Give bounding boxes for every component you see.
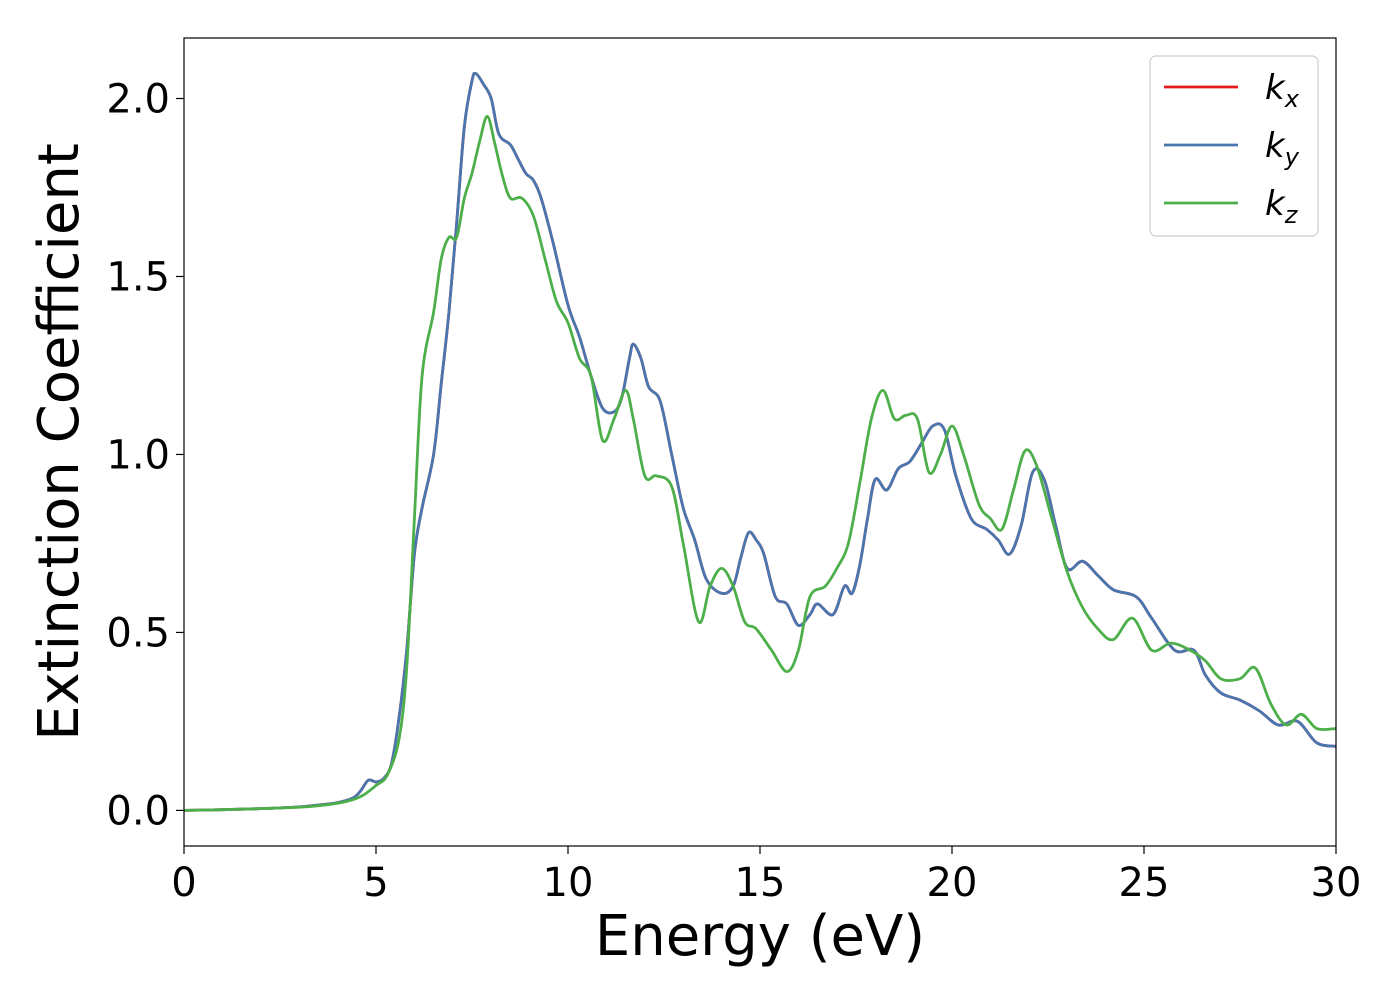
x-tick-label: 20 — [927, 860, 978, 906]
x-tick-label: 15 — [735, 860, 786, 906]
y-tick-label: 1.0 — [106, 432, 170, 478]
series-layer — [184, 71, 1336, 812]
y-axis: 0.0 0.5 1.0 1.5 2.0 — [106, 77, 184, 834]
legend-label-kx: kx — [1265, 68, 1300, 113]
y-tick-label: 0.0 — [106, 788, 170, 834]
x-tick-label: 30 — [1311, 860, 1362, 906]
legend-label-kz: kz — [1265, 184, 1299, 229]
legend: kx ky kz — [1149, 55, 1319, 237]
x-tick-label: 25 — [1119, 860, 1170, 906]
x-tick-label: 10 — [543, 860, 594, 906]
x-tick-label: 5 — [363, 860, 388, 906]
legend-label-ky: ky — [1265, 126, 1300, 171]
y-tick-label: 1.5 — [106, 254, 170, 300]
series-line-kz — [184, 114, 1336, 812]
y-tick-label: 2.0 — [106, 77, 170, 123]
y-tick-label: 0.5 — [106, 610, 170, 656]
x-axis-label: Energy (eV) — [595, 904, 925, 969]
series-line-ky — [184, 71, 1336, 812]
x-tick-label: 0 — [171, 860, 196, 906]
y-axis-label: Extinction Coefficient — [27, 143, 92, 741]
x-axis: 0 5 10 15 20 25 30 — [171, 846, 1361, 906]
